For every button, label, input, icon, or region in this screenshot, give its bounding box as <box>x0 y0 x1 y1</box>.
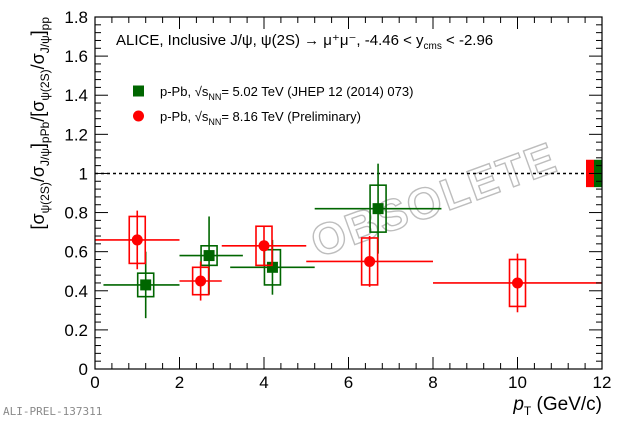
legend-prefix: p-Pb, <box>160 84 195 99</box>
y-label-sub: pPb <box>38 121 52 143</box>
legend-s: s <box>202 109 209 124</box>
sys-error-box <box>136 272 155 298</box>
marker-circle <box>364 255 376 267</box>
sys-error-box <box>128 215 147 265</box>
legend-sub: NN <box>208 92 221 102</box>
y-label-part: /[σ <box>28 101 48 122</box>
sys-error-box <box>508 258 527 308</box>
x-label-unit: (GeV/c) <box>531 394 602 415</box>
sqrt-symbol: √ <box>195 84 203 99</box>
data-point <box>306 236 433 287</box>
legend-entry: p-Pb, √sNN= 5.02 TeV (JHEP 12 (2014) 073… <box>133 84 413 102</box>
x-tick-label: 4 <box>259 373 268 392</box>
data-point <box>179 261 222 301</box>
axes <box>94 16 603 370</box>
x-axis-label: pT (GeV/c) <box>512 394 602 418</box>
legend-marker-circle <box>133 110 144 122</box>
legend-label: p-Pb, √sNN= 5.02 TeV (JHEP 12 (2014) 073… <box>160 84 413 102</box>
x-tick-label: 8 <box>428 373 437 392</box>
sqrt-symbol: √ <box>195 109 203 124</box>
y-tick-label: 1.6 <box>64 47 88 66</box>
y-label-sub: pp <box>38 17 52 31</box>
x-label-p: p <box>512 394 524 415</box>
chart-text: ALICE, Inclusive J/ψ, ψ(2S) → μ⁺μ⁻, -4.4… <box>3 17 602 418</box>
x-tick-label: 0 <box>90 373 99 392</box>
marker-circle <box>258 240 270 252</box>
legend-label: p-Pb, √sNN= 8.16 TeV (Preliminary) <box>160 109 361 127</box>
y-label-part: /σ <box>28 53 48 69</box>
y-tick-label: 0 <box>79 360 88 379</box>
legend-marker-square <box>133 85 144 97</box>
legend-entry: p-Pb, √sNN= 8.16 TeV (Preliminary) <box>133 109 361 127</box>
legend-rest: = 8.16 TeV (Preliminary) <box>221 109 361 124</box>
data-point <box>179 216 243 295</box>
y-axis-label: [σψ(2S)/σJ/ψ]pPb/[σψ(2S)/σJ/ψ]pp <box>28 17 52 230</box>
y-tick-label: 0.2 <box>64 321 88 340</box>
y-tick-label: 1.2 <box>64 125 88 144</box>
header-main: ALICE, Inclusive J/ψ, ψ(2S) → μ⁺μ⁻, -4.4… <box>116 32 424 49</box>
marker-circle <box>195 275 207 287</box>
y-label-sub: J/ψ <box>38 148 52 166</box>
x-tick-label: 10 <box>508 373 527 392</box>
sys-error-box <box>360 237 379 286</box>
y-tick-label: 1.4 <box>64 86 88 105</box>
marker-square <box>140 279 152 291</box>
marker-circle <box>131 234 143 246</box>
plot-frame <box>94 16 603 370</box>
sys-error-box <box>200 245 218 267</box>
data-point <box>433 253 602 313</box>
x-tick-label: 12 <box>593 373 612 392</box>
corner-label: ALI-PREL-137311 <box>3 405 102 418</box>
sys-error-box <box>255 225 273 267</box>
y-label-sub: ψ(2S) <box>38 69 52 100</box>
legend-rest: = 5.02 TeV (JHEP 12 (2014) 073) <box>221 84 413 99</box>
marker-square <box>266 261 278 273</box>
data-point <box>103 251 180 319</box>
legend-sub: NN <box>208 117 221 127</box>
header-tail: < -2.96 <box>442 32 493 49</box>
chart-header: ALICE, Inclusive J/ψ, ψ(2S) → μ⁺μ⁻, -4.4… <box>116 32 493 52</box>
y-tick-label: 0.4 <box>64 282 88 301</box>
series-group <box>95 159 602 319</box>
watermark-text: OBSOLETE <box>305 133 564 267</box>
x-tick-label: 2 <box>175 373 184 392</box>
data-point <box>95 210 180 270</box>
y-label-part: ] <box>28 30 48 35</box>
x-label-sub: T <box>524 404 532 418</box>
y-tick-label: 1 <box>79 164 88 183</box>
y-tick-label: 0.8 <box>64 204 88 223</box>
y-tick-label: 1.8 <box>64 8 88 27</box>
series-pPb-8-16 <box>95 210 602 313</box>
watermark: OBSOLETE <box>304 132 565 268</box>
header-sub: cms <box>424 41 442 52</box>
legend-prefix: p-Pb, <box>160 109 195 124</box>
data-point <box>221 225 307 267</box>
sys-error-box <box>191 266 210 296</box>
tick-labels: 0 2 4 6 8 10 12 0 0.2 0.4 0.6 0.8 1 1.2 1.4 1.6 1.8 <box>64 8 611 392</box>
legend-s: s <box>202 84 209 99</box>
y-label-part: ] <box>28 143 48 148</box>
marker-circle <box>512 277 523 289</box>
x-tick-label: 6 <box>344 373 353 392</box>
y-label-sub: ψ(2S) <box>38 182 52 213</box>
marker-square <box>203 250 215 262</box>
y-label-part: [σ <box>28 213 48 229</box>
marker-square <box>372 203 384 215</box>
y-tick-label: 0.6 <box>64 243 88 262</box>
y-label-part: /σ <box>28 166 48 182</box>
sys-error-box <box>369 184 387 233</box>
y-label-sub: J/ψ <box>38 35 52 53</box>
